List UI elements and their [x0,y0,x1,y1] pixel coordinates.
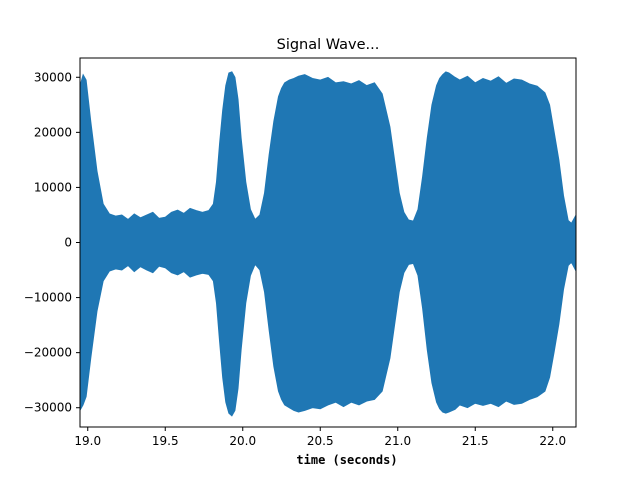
y-tick-label: −10000 [24,291,72,305]
x-tick-label: 22.0 [539,434,566,448]
x-axis-label: time (seconds) [296,453,397,467]
y-tick-label: −20000 [24,346,72,360]
x-tick-label: 20.5 [307,434,334,448]
x-tick-label: 20.0 [229,434,256,448]
x-tick-label: 19.0 [74,434,101,448]
chart-title: Signal Wave... [277,37,380,53]
y-tick-label: 30000 [34,70,72,84]
plot-area [80,71,576,417]
y-tick-label: 0 [64,236,72,250]
x-tick-label: 21.0 [384,434,411,448]
y-tick-label: −30000 [24,401,72,415]
signal-series-0 [80,71,576,417]
x-tick-label: 21.5 [462,434,489,448]
axes: 19.0 19.5 20.0 20.5 21.0 21.5 22.0 30000 20000 10… [24,57,577,448]
x-tick-label: 19.5 [152,434,179,448]
y-tick-label: 10000 [34,180,72,194]
y-tick-label: 20000 [34,125,72,139]
